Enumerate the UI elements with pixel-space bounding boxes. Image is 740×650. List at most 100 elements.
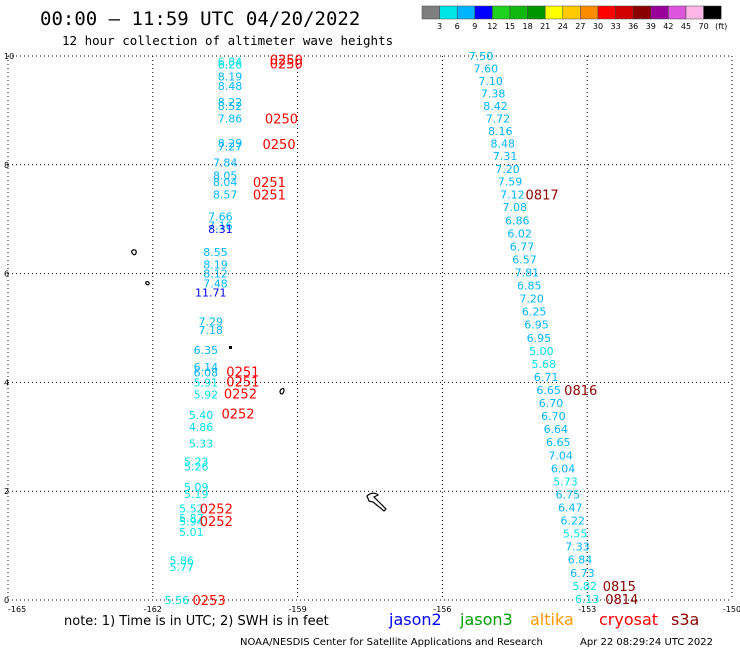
colorbar-label: 39: [646, 22, 656, 31]
colorbar-label: 18: [523, 22, 533, 31]
swh-label: 7.29: [198, 315, 223, 328]
colorbar-label: 45: [681, 22, 691, 31]
swh-label: 8.05: [213, 170, 238, 183]
time-label: 0252: [221, 407, 254, 422]
time-label: 0816: [564, 384, 597, 399]
island-outline: [279, 387, 285, 395]
x-tick-label: -159: [289, 605, 307, 614]
swh-label: 5.94: [179, 516, 204, 529]
swh-labels: 6.846.268.198.488.228.527.868.297.277.84…: [165, 50, 600, 607]
swh-label: 5.82: [573, 580, 598, 593]
swh-label: 5.77: [170, 561, 195, 574]
swh-label: 6.95: [524, 319, 549, 332]
colorbar-label: 3: [437, 22, 442, 31]
x-tick-label: -156: [433, 605, 451, 614]
swh-label: 8.48: [490, 138, 515, 151]
swh-label: 6.35: [194, 344, 219, 357]
swh-label: 7.20: [495, 163, 520, 176]
swh-label: 8.42: [483, 100, 508, 113]
legend-altika: altika: [530, 610, 574, 629]
footnote: note: 1) Time is in UTC; 2) SWH is in fe…: [64, 614, 329, 629]
colorbar-swatch: [562, 5, 581, 20]
swh-label: 8.19: [218, 71, 243, 84]
time-label: 0250: [270, 53, 303, 68]
time-label: 0814: [605, 593, 638, 608]
legend-jason3: jason3: [459, 610, 513, 629]
colorbar-label: 15: [505, 22, 515, 31]
swh-label: 7.50: [469, 50, 494, 63]
swh-label: 7.18: [198, 324, 223, 337]
colorbar-swatch: [456, 5, 476, 20]
time-label: 0251: [226, 375, 259, 390]
colorbar-label: 42: [663, 22, 673, 31]
time-label: 0250: [270, 58, 303, 73]
swh-label: 5.56: [165, 594, 190, 607]
swh-label: 6.25: [522, 306, 547, 319]
colorbar-swatch: [615, 5, 634, 20]
swh-label: 7.10: [478, 75, 503, 88]
colorbar-swatch: [668, 5, 687, 20]
island-outline: [366, 492, 387, 512]
swh-label: 5.91: [194, 376, 219, 389]
swh-label: 5.73: [553, 475, 578, 488]
swh-label: 7.66: [208, 210, 233, 223]
chart-subtitle: 12 hour collection of altimeter wave hei…: [62, 33, 393, 48]
time-label: 0252: [224, 387, 257, 402]
time-label: 0252: [200, 503, 233, 518]
swh-label: 5.68: [532, 358, 557, 371]
swh-label: 4.86: [189, 421, 214, 434]
swh-label: 5.86: [170, 554, 195, 567]
x-tick-label: -162: [144, 605, 162, 614]
y-tick-label: 0: [4, 596, 9, 605]
swh-label: 6.73: [570, 567, 595, 580]
colorbar-label: 21: [540, 22, 550, 31]
colorbar-label: 9: [472, 22, 477, 31]
legend-jason2: jason2: [388, 610, 442, 629]
swh-label: 5.40: [189, 409, 214, 422]
colorbar-swatch: [439, 5, 458, 20]
x-tick-label: -153: [578, 605, 596, 614]
chart-title: 00:00 – 11:59 UTC 04/20/2022: [40, 8, 360, 30]
swh-label: 6.77: [510, 240, 535, 253]
swh-label: 8.52: [218, 100, 243, 113]
colorbar-label: 6: [455, 22, 460, 31]
swh-label: 6.65: [546, 436, 571, 449]
island-outline: [145, 281, 150, 286]
swh-label: 11.71: [195, 287, 227, 300]
colorbar-label: 33: [611, 22, 621, 31]
swh-label: 6.84: [218, 55, 243, 68]
swh-label: 5.33: [189, 437, 214, 450]
swh-label: 6.14: [194, 361, 219, 374]
swh-label: 6.02: [507, 227, 532, 240]
swh-label: 8.12: [203, 268, 228, 281]
swh-label: 7.84: [213, 157, 238, 170]
swh-label: 8.19: [203, 258, 228, 271]
swh-label: 7.86: [218, 113, 243, 126]
swh-label: 8.57: [213, 189, 238, 202]
time-label: 0252: [200, 515, 233, 530]
swh-label: 5.92: [194, 388, 219, 401]
swh-label: 5.00: [529, 345, 554, 358]
time-label: 0251: [253, 176, 286, 191]
time-label: 0250: [263, 138, 296, 153]
y-tick-label: 2: [4, 487, 9, 496]
credit-text: NOAA/NESDIS Center for Satellite Applica…: [240, 637, 543, 648]
swh-label: 7.48: [203, 277, 228, 290]
colorbar-swatch: [650, 5, 669, 20]
colorbar-swatch: [685, 5, 704, 20]
colorbar-label: (ft): [715, 22, 727, 31]
colorbar-label: 30: [593, 22, 603, 31]
colorbar-swatch: [580, 5, 599, 20]
swh-label: 6.65: [536, 384, 561, 397]
swh-label: 8.55: [203, 246, 228, 259]
swh-label: 5.01: [179, 526, 204, 539]
colorbar-label: 36: [628, 22, 638, 31]
island-outlines: [131, 249, 387, 512]
swh-label: 7.60: [474, 63, 499, 76]
colorbar-swatch: [632, 5, 652, 20]
swh-label: 5.23: [184, 455, 209, 468]
swh-label: 7.59: [498, 176, 523, 189]
swh-label: 6.71: [534, 371, 559, 384]
swh-label: 6.26: [218, 59, 243, 72]
